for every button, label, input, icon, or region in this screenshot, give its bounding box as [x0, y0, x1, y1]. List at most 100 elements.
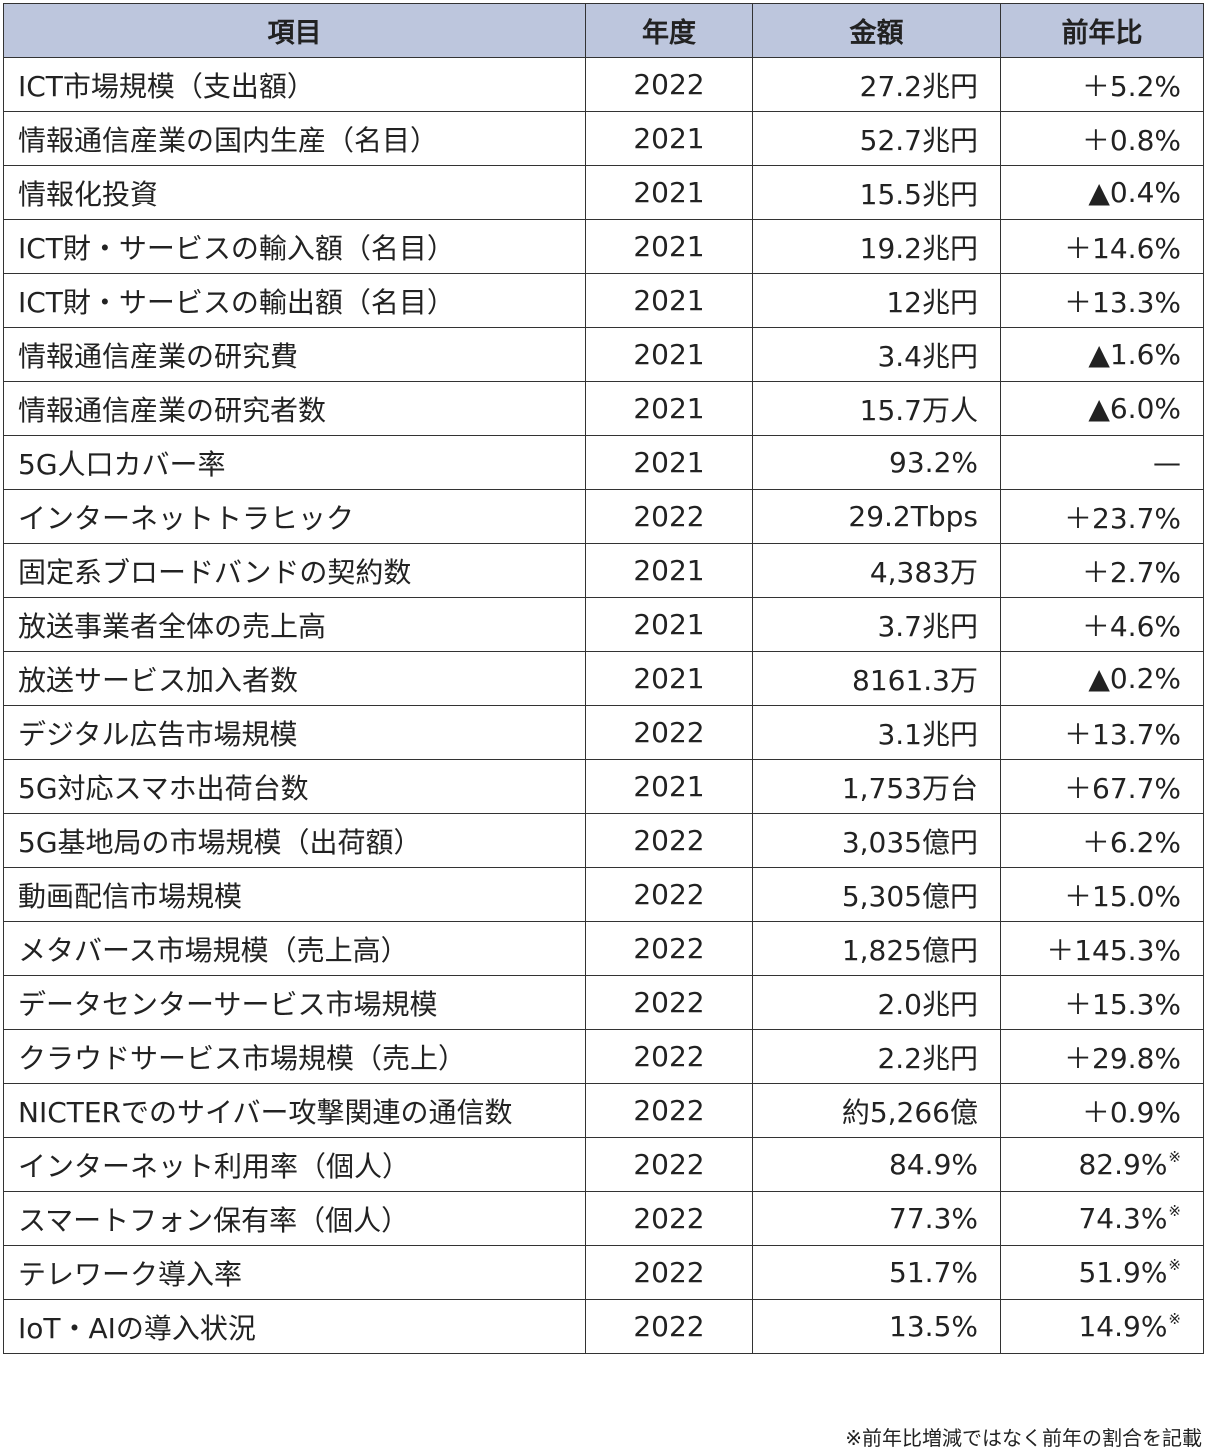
- cell-change: ＋14.6%: [1000, 219, 1204, 274]
- cell-change-text: ＋0.9%: [1081, 1095, 1181, 1129]
- cell-amount-text: 27.2兆円: [859, 69, 978, 103]
- cell-change-text: 51.9%: [1078, 1256, 1168, 1289]
- cell-amount: 12兆円: [752, 273, 1001, 328]
- cell-amount: 8161.3万: [752, 651, 1001, 706]
- cell-change: ＋5.2%: [1000, 57, 1204, 112]
- cell-item-text: NICTERでのサイバー攻撃関連の通信数: [18, 1095, 513, 1129]
- cell-item: データセンターサービス市場規模: [3, 975, 586, 1030]
- cell-item: デジタル広告市場規模: [3, 705, 586, 760]
- cell-amount-text: 52.7兆円: [859, 123, 978, 157]
- table-row: 5G人口カバー率 2021 93.2% —: [3, 435, 1204, 490]
- cell-item-text: クラウドサービス市場規模（売上）: [18, 1041, 467, 1075]
- cell-year: 2022: [585, 57, 753, 112]
- footnote-mark: ※: [1168, 1202, 1181, 1220]
- cell-year: 2022: [585, 489, 753, 544]
- cell-amount: 1,753万台: [752, 759, 1001, 814]
- cell-year-text: 2021: [633, 230, 705, 263]
- cell-item: 5G対応スマホ出荷台数: [3, 759, 586, 814]
- cell-item: ICT財・サービスの輸出額（名目）: [3, 273, 586, 328]
- table-row: 動画配信市場規模 2022 5,305億円 ＋15.0%: [3, 867, 1204, 922]
- header-change: 前年比: [1000, 3, 1204, 58]
- cell-year: 2022: [585, 1299, 753, 1354]
- cell-amount: 約5,266億: [752, 1083, 1001, 1138]
- cell-year: 2021: [585, 759, 753, 814]
- cell-change: ▲0.2%: [1000, 651, 1204, 706]
- cell-change-text: ＋5.2%: [1081, 69, 1181, 103]
- table-row: ICT市場規模（支出額） 2022 27.2兆円 ＋5.2%: [3, 57, 1204, 112]
- cell-change-text: ＋14.6%: [1064, 231, 1181, 265]
- cell-item-text: 情報通信産業の国内生産（名目）: [18, 123, 439, 157]
- table-row: 情報通信産業の国内生産（名目） 2021 52.7兆円 ＋0.8%: [3, 111, 1204, 166]
- cell-item-text: デジタル広告市場規模: [18, 717, 298, 751]
- cell-item-text: ICT市場規模（支出額）: [18, 69, 315, 103]
- cell-amount: 2.0兆円: [752, 975, 1001, 1030]
- cell-change-text: ＋15.0%: [1064, 879, 1181, 913]
- cell-year: 2022: [585, 705, 753, 760]
- cell-year: 2022: [585, 1191, 753, 1246]
- cell-year-text: 2022: [633, 68, 705, 101]
- cell-item: 情報通信産業の研究者数: [3, 381, 586, 436]
- cell-change-text: ＋145.3%: [1046, 933, 1181, 967]
- cell-item-text: 情報通信産業の研究者数: [18, 393, 327, 427]
- cell-year: 2021: [585, 165, 753, 220]
- cell-item-text: 放送サービス加入者数: [18, 663, 299, 697]
- cell-item-text: スマートフォン保有率（個人）: [18, 1203, 410, 1237]
- cell-change: ＋6.2%: [1000, 813, 1204, 868]
- cell-item-text: 5G基地局の市場規模（出荷額）: [18, 825, 422, 859]
- cell-year-text: 2022: [633, 878, 705, 911]
- cell-change-text: ＋67.7%: [1064, 771, 1181, 805]
- cell-year: 2021: [585, 273, 753, 328]
- cell-amount-text: 約5,266億: [841, 1095, 978, 1129]
- cell-year-text: 2021: [633, 176, 705, 209]
- cell-amount-text: 2.0兆円: [877, 987, 978, 1021]
- cell-amount-text: 15.7万人: [859, 393, 978, 427]
- cell-change: ＋0.8%: [1000, 111, 1204, 166]
- cell-item: 動画配信市場規模: [3, 867, 586, 922]
- cell-change: ＋4.6%: [1000, 597, 1204, 652]
- cell-amount-text: 51.7%: [889, 1256, 978, 1289]
- cell-year: 2022: [585, 1245, 753, 1300]
- cell-year-text: 2021: [633, 554, 705, 587]
- cell-year: 2021: [585, 219, 753, 274]
- cell-amount: 3.4兆円: [752, 327, 1001, 382]
- cell-amount: 84.9%: [752, 1137, 1001, 1192]
- cell-amount-text: 3.7兆円: [877, 609, 978, 643]
- cell-year: 2022: [585, 813, 753, 868]
- cell-item: NICTERでのサイバー攻撃関連の通信数: [3, 1083, 586, 1138]
- cell-change: ▲6.0%: [1000, 381, 1204, 436]
- cell-amount: 93.2%: [752, 435, 1001, 490]
- cell-year-text: 2022: [633, 500, 705, 533]
- cell-change: 51.9%※: [1000, 1245, 1204, 1300]
- ict-statistics-table-container: 項目 年度 金額 前年比 ICT市場規模（支出額） 2022 27.2兆円 ＋5.2%…: [3, 3, 1204, 1354]
- cell-year-text: 2022: [633, 1040, 705, 1073]
- cell-item-text: 放送事業者全体の売上高: [18, 609, 327, 643]
- table-row: デジタル広告市場規模 2022 3.1兆円 ＋13.7%: [3, 705, 1204, 760]
- header-amount: 金額: [752, 3, 1001, 58]
- cell-year-text: 2021: [633, 608, 705, 641]
- cell-change: ▲0.4%: [1000, 165, 1204, 220]
- cell-amount: 15.7万人: [752, 381, 1001, 436]
- cell-year-text: 2021: [633, 338, 705, 371]
- cell-change: ＋29.8%: [1000, 1029, 1204, 1084]
- cell-change-text: 82.9%: [1078, 1148, 1168, 1181]
- cell-item: ICT市場規模（支出額）: [3, 57, 586, 112]
- cell-change-text: —: [1153, 446, 1181, 479]
- cell-year: 2022: [585, 921, 753, 976]
- cell-change-text: ＋0.8%: [1081, 123, 1181, 157]
- cell-amount: 15.5兆円: [752, 165, 1001, 220]
- table-row: 情報化投資 2021 15.5兆円 ▲0.4%: [3, 165, 1204, 220]
- cell-amount-text: 1,825億円: [841, 933, 978, 967]
- cell-amount-text: 15.5兆円: [859, 177, 978, 211]
- cell-amount: 27.2兆円: [752, 57, 1001, 112]
- cell-year-text: 2022: [633, 1148, 705, 1181]
- cell-year: 2022: [585, 1083, 753, 1138]
- cell-year: 2021: [585, 597, 753, 652]
- cell-item: クラウドサービス市場規模（売上）: [3, 1029, 586, 1084]
- cell-change: ＋13.3%: [1000, 273, 1204, 328]
- header-row: 項目 年度 金額 前年比: [3, 3, 1204, 58]
- cell-amount-text: 3.4兆円: [877, 339, 978, 373]
- cell-change-text: ▲1.6%: [1088, 338, 1181, 371]
- cell-item-text: メタバース市場規模（売上高）: [18, 933, 409, 967]
- cell-year: 2021: [585, 327, 753, 382]
- cell-change: ＋23.7%: [1000, 489, 1204, 544]
